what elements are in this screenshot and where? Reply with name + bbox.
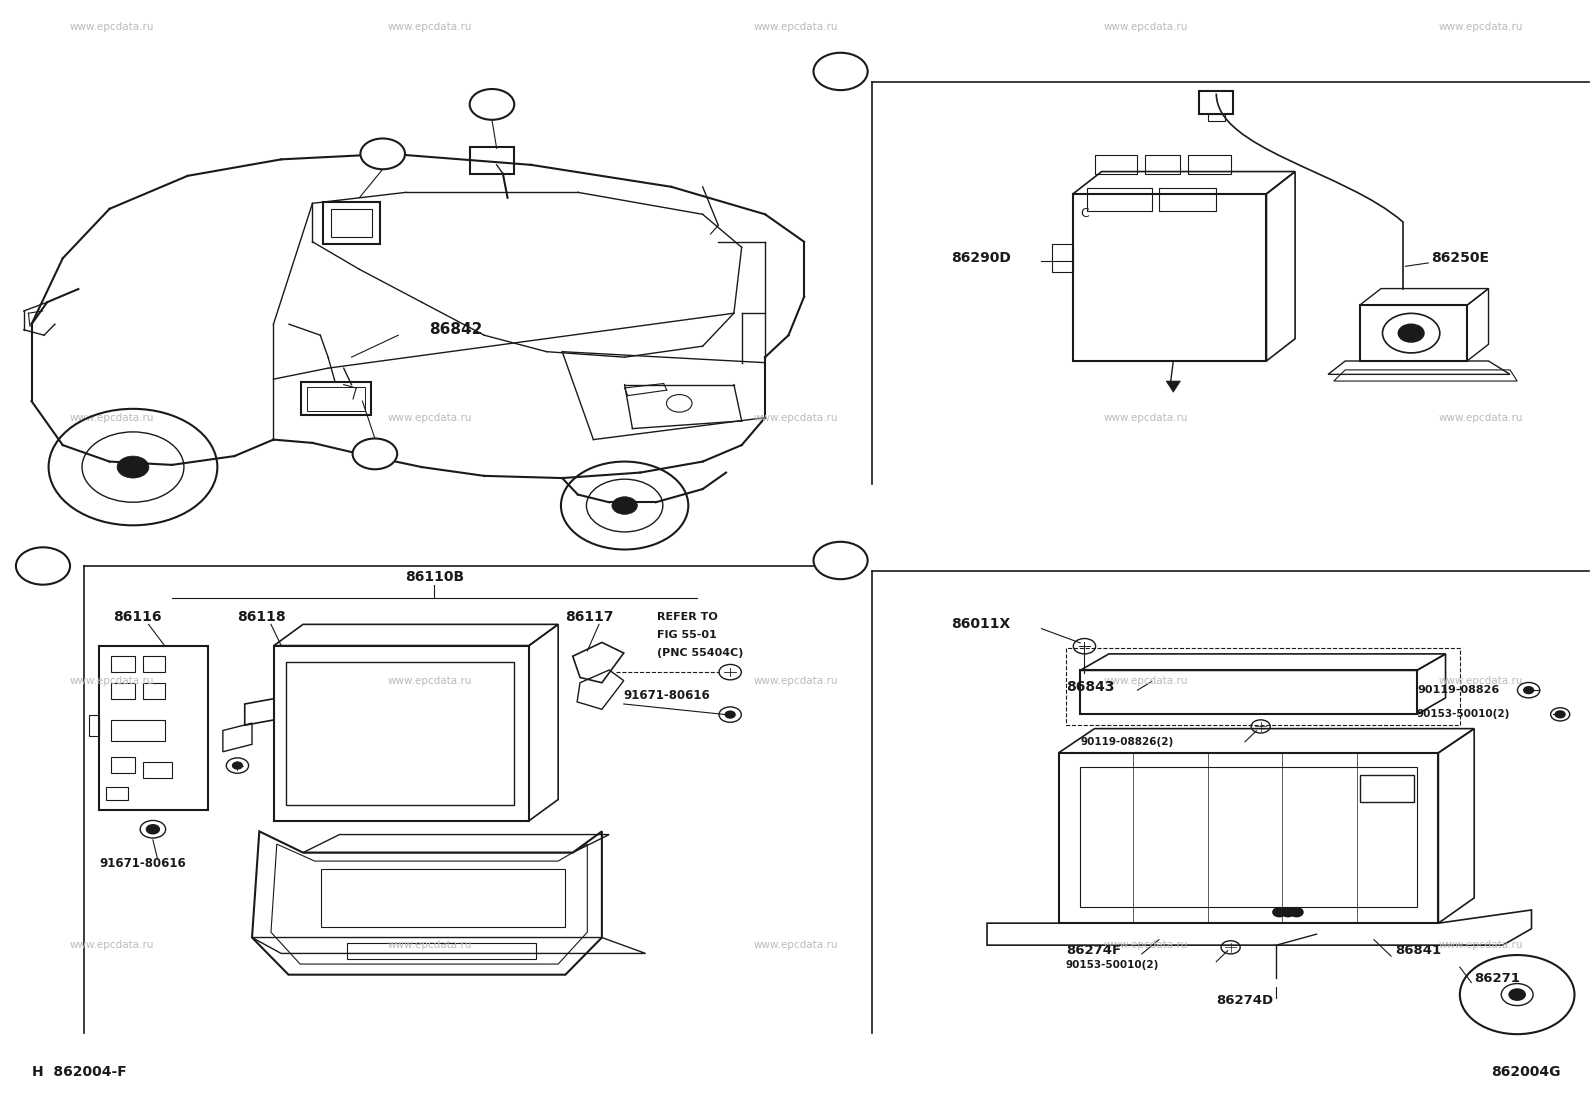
Text: www.epcdata.ru: www.epcdata.ru [1103, 940, 1189, 951]
Text: 86250E: 86250E [1431, 252, 1489, 266]
Text: H  862004-F: H 862004-F [32, 1065, 127, 1078]
Text: www.epcdata.ru: www.epcdata.ru [753, 412, 839, 423]
Text: 90153-50010(2): 90153-50010(2) [1067, 959, 1159, 970]
Text: 86271: 86271 [1474, 972, 1520, 985]
Circle shape [352, 439, 396, 469]
Text: www.epcdata.ru: www.epcdata.ru [387, 676, 473, 687]
Text: www.epcdata.ru: www.epcdata.ru [1438, 940, 1524, 951]
Bar [110, 682, 135, 699]
Bar [1081, 767, 1417, 907]
Text: 90153-50010(2): 90153-50010(2) [1417, 709, 1511, 720]
Text: www.epcdata.ru: www.epcdata.ru [1438, 676, 1524, 687]
Text: 86842: 86842 [430, 322, 482, 337]
Bar [1360, 775, 1414, 802]
Text: 862004G: 862004G [1490, 1065, 1560, 1078]
Circle shape [470, 89, 514, 120]
Text: 1: 1 [38, 559, 48, 573]
Bar [143, 682, 164, 699]
Circle shape [232, 763, 242, 769]
Bar [347, 943, 537, 958]
Text: www.epcdata.ru: www.epcdata.ru [1103, 22, 1189, 33]
Text: www.epcdata.ru: www.epcdata.ru [68, 22, 154, 33]
Text: 2: 2 [489, 98, 495, 111]
Text: www.epcdata.ru: www.epcdata.ru [753, 22, 839, 33]
Text: 2: 2 [836, 65, 845, 78]
Text: www.epcdata.ru: www.epcdata.ru [1438, 22, 1524, 33]
Text: 3: 3 [836, 554, 845, 567]
Bar [331, 209, 373, 237]
Circle shape [726, 711, 736, 718]
Polygon shape [1165, 381, 1181, 392]
Circle shape [1524, 687, 1533, 693]
Text: www.epcdata.ru: www.epcdata.ru [387, 412, 473, 423]
Text: 86011X: 86011X [952, 618, 1011, 631]
Text: www.epcdata.ru: www.epcdata.ru [387, 940, 473, 951]
Bar [1087, 188, 1151, 211]
Text: 86841: 86841 [1395, 944, 1441, 957]
Text: 1: 1 [379, 147, 387, 160]
Text: 86110B: 86110B [404, 569, 463, 584]
Circle shape [814, 53, 868, 90]
Text: 86843: 86843 [1067, 680, 1114, 693]
Bar [143, 656, 164, 673]
Bar [285, 662, 514, 804]
Text: 86116: 86116 [113, 610, 162, 624]
Bar [1145, 155, 1181, 174]
Circle shape [1274, 908, 1286, 917]
Text: (PNC 55404C): (PNC 55404C) [657, 648, 743, 658]
Bar [1199, 91, 1234, 113]
Circle shape [1290, 908, 1302, 917]
Circle shape [1398, 324, 1423, 342]
Bar [1052, 244, 1073, 271]
Bar [320, 868, 565, 926]
Text: 3: 3 [371, 447, 379, 460]
Text: www.epcdata.ru: www.epcdata.ru [1103, 676, 1189, 687]
Circle shape [118, 456, 150, 478]
Text: www.epcdata.ru: www.epcdata.ru [753, 940, 839, 951]
Bar [307, 387, 365, 411]
Circle shape [16, 547, 70, 585]
Circle shape [1282, 908, 1294, 917]
Text: 86117: 86117 [565, 610, 615, 624]
Bar [470, 147, 514, 174]
Text: www.epcdata.ru: www.epcdata.ru [68, 940, 154, 951]
Circle shape [360, 138, 404, 169]
Text: www.epcdata.ru: www.epcdata.ru [1438, 412, 1524, 423]
Bar [110, 720, 164, 741]
Bar [89, 714, 99, 736]
Text: C: C [1081, 208, 1089, 221]
Text: 90119-08826(2): 90119-08826(2) [1081, 736, 1173, 747]
Bar [107, 787, 127, 800]
Text: FIG 55-01: FIG 55-01 [657, 630, 716, 640]
Text: www.epcdata.ru: www.epcdata.ru [68, 412, 154, 423]
Text: 86118: 86118 [237, 610, 287, 624]
Bar [1159, 188, 1216, 211]
Bar [110, 656, 135, 673]
Bar [1095, 155, 1137, 174]
Bar [301, 382, 371, 415]
Bar [323, 202, 380, 244]
Bar [143, 763, 172, 778]
Text: 90119-08826: 90119-08826 [1417, 685, 1500, 696]
Circle shape [611, 497, 637, 514]
Text: 91671-80616: 91671-80616 [624, 689, 710, 702]
Text: www.epcdata.ru: www.epcdata.ru [753, 676, 839, 687]
Circle shape [814, 542, 868, 579]
Text: 86274F: 86274F [1067, 944, 1121, 957]
Circle shape [1555, 711, 1565, 718]
Bar [1188, 155, 1231, 174]
Text: www.epcdata.ru: www.epcdata.ru [387, 22, 473, 33]
Text: www.epcdata.ru: www.epcdata.ru [68, 676, 154, 687]
Circle shape [146, 825, 159, 834]
Bar [1208, 113, 1224, 121]
Text: REFER TO: REFER TO [657, 612, 718, 622]
Circle shape [1509, 989, 1525, 1000]
Text: 86274D: 86274D [1216, 993, 1274, 1007]
Bar [110, 757, 135, 773]
Text: 91671-80616: 91671-80616 [99, 857, 186, 869]
Text: www.epcdata.ru: www.epcdata.ru [1103, 412, 1189, 423]
Text: 86290D: 86290D [952, 252, 1011, 266]
